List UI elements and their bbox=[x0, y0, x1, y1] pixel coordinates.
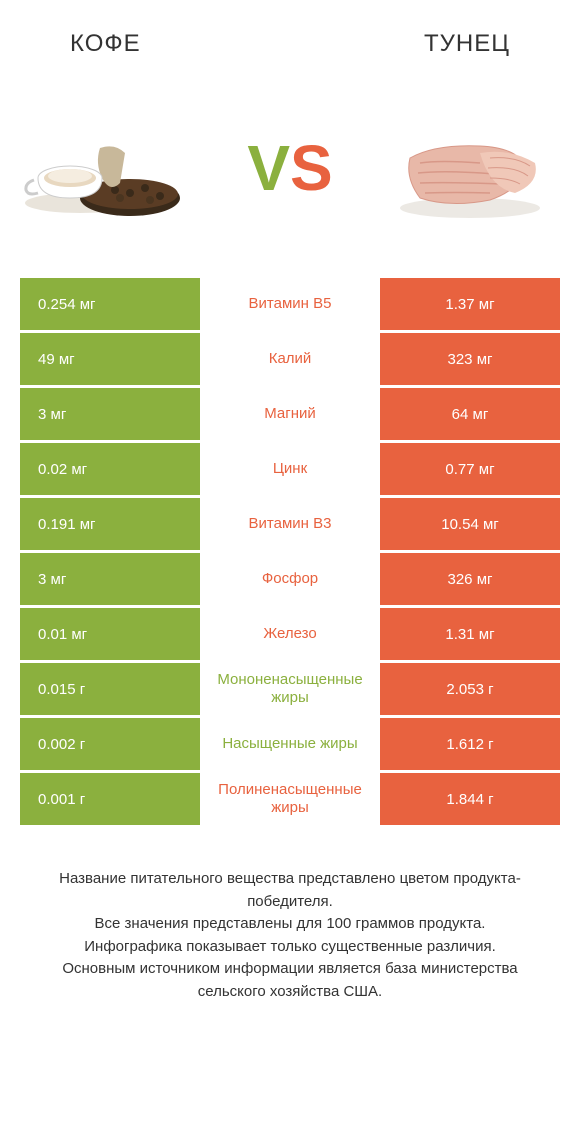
header: КОФЕ ТУНЕЦ bbox=[0, 0, 580, 78]
left-value-cell: 0.02 мг bbox=[20, 443, 200, 495]
vs-s-letter: S bbox=[290, 132, 333, 204]
nutrient-label: Мононенасыщенные жиры bbox=[200, 663, 380, 715]
left-value-cell: 0.015 г bbox=[20, 663, 200, 715]
table-row: 3 мгФосфор326 мг bbox=[20, 553, 560, 605]
table-row: 0.254 мгВитамин B51.37 мг bbox=[20, 278, 560, 330]
nutrient-label: Цинк bbox=[200, 443, 380, 495]
nutrient-label: Витамин B3 bbox=[200, 498, 380, 550]
vs-row: VS bbox=[0, 78, 580, 278]
right-value-cell: 1.31 мг bbox=[380, 608, 560, 660]
nutrient-label: Полиненасыщенные жиры bbox=[200, 773, 380, 825]
right-value-cell: 64 мг bbox=[380, 388, 560, 440]
left-value-cell: 0.191 мг bbox=[20, 498, 200, 550]
table-row: 0.01 мгЖелезо1.31 мг bbox=[20, 608, 560, 660]
right-value-cell: 326 мг bbox=[380, 553, 560, 605]
footer-line-2: Все значения представлены для 100 граммо… bbox=[30, 913, 550, 936]
right-product-title: ТУНЕЦ bbox=[424, 30, 510, 58]
right-value-cell: 1.37 мг bbox=[380, 278, 560, 330]
table-row: 49 мгКалий323 мг bbox=[20, 333, 560, 385]
nutrient-label: Железо bbox=[200, 608, 380, 660]
table-row: 0.002 гНасыщенные жиры1.612 г bbox=[20, 718, 560, 770]
table-row: 0.191 мгВитамин B310.54 мг bbox=[20, 498, 560, 550]
left-product-title: КОФЕ bbox=[70, 30, 141, 58]
nutrient-label: Насыщенные жиры bbox=[200, 718, 380, 770]
right-value-cell: 10.54 мг bbox=[380, 498, 560, 550]
nutrient-label: Фосфор bbox=[200, 553, 380, 605]
left-value-cell: 3 мг bbox=[20, 553, 200, 605]
left-value-cell: 49 мг bbox=[20, 333, 200, 385]
vs-label: VS bbox=[247, 136, 332, 200]
comparison-table: 0.254 мгВитамин B51.37 мг49 мгКалий323 м… bbox=[0, 278, 580, 825]
footer-line-3: Инфографика показывает только существенн… bbox=[30, 936, 550, 959]
nutrient-label: Витамин B5 bbox=[200, 278, 380, 330]
nutrient-label: Калий bbox=[200, 333, 380, 385]
vs-v-letter: V bbox=[247, 132, 290, 204]
left-value-cell: 0.001 г bbox=[20, 773, 200, 825]
footer-line-4: Основным источником информации является … bbox=[30, 958, 550, 1003]
table-row: 0.015 гМононенасыщенные жиры2.053 г bbox=[20, 663, 560, 715]
tuna-image bbox=[380, 108, 560, 228]
left-value-cell: 0.01 мг bbox=[20, 608, 200, 660]
right-value-cell: 2.053 г bbox=[380, 663, 560, 715]
coffee-image bbox=[20, 108, 200, 228]
footer-line-1: Название питательного вещества представл… bbox=[30, 868, 550, 913]
right-value-cell: 1.612 г bbox=[380, 718, 560, 770]
table-row: 3 мгМагний64 мг bbox=[20, 388, 560, 440]
table-row: 0.001 гПолиненасыщенные жиры1.844 г bbox=[20, 773, 560, 825]
nutrient-label: Магний bbox=[200, 388, 380, 440]
right-value-cell: 323 мг bbox=[380, 333, 560, 385]
left-value-cell: 0.254 мг bbox=[20, 278, 200, 330]
footer-notes: Название питательного вещества представл… bbox=[0, 828, 580, 1023]
right-value-cell: 1.844 г bbox=[380, 773, 560, 825]
left-value-cell: 0.002 г bbox=[20, 718, 200, 770]
right-value-cell: 0.77 мг bbox=[380, 443, 560, 495]
table-row: 0.02 мгЦинк0.77 мг bbox=[20, 443, 560, 495]
left-value-cell: 3 мг bbox=[20, 388, 200, 440]
